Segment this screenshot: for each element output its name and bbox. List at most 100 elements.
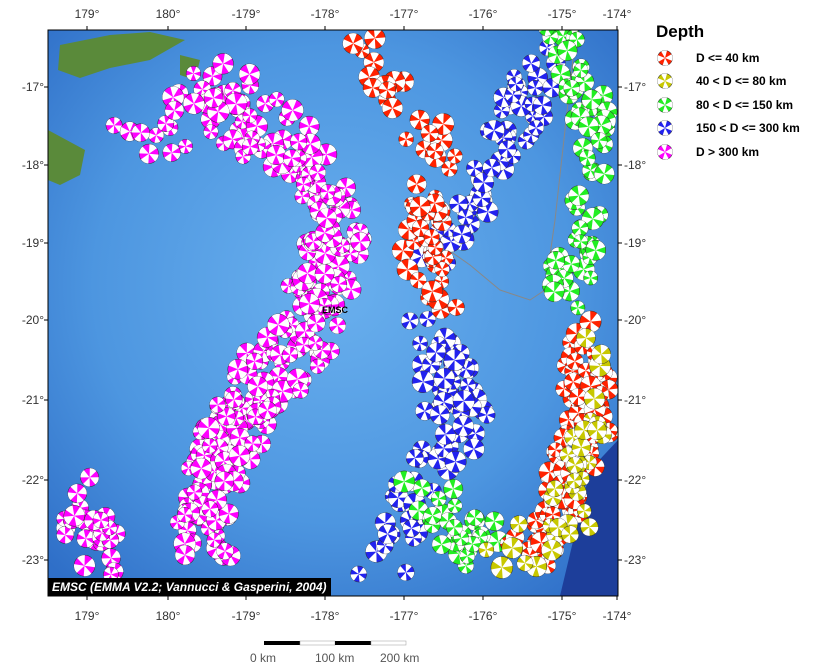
lat-label: -18°	[624, 158, 646, 172]
focal-mechanism-214	[217, 407, 236, 426]
focal-mechanism-403	[478, 406, 496, 424]
legend-label: 80 < D <= 150 km	[696, 97, 794, 112]
focal-mechanism-351	[449, 194, 468, 214]
focal-mechanism-251	[245, 352, 264, 370]
focal-mechanism-355	[508, 76, 524, 92]
beachball-icon	[657, 97, 673, 113]
legend-beachball	[657, 97, 673, 113]
focal-mechanism-387	[460, 377, 476, 393]
beachball-icon	[657, 73, 673, 89]
focal-mechanism-439	[443, 349, 466, 372]
focal-mechanism-729	[510, 515, 528, 533]
focal-mechanism-436	[452, 389, 475, 412]
focal-mechanism-529	[447, 498, 463, 514]
legend-label: D <= 40 km	[696, 50, 760, 65]
lat-label: -20°	[22, 313, 44, 327]
focal-mechanism-485	[568, 185, 590, 206]
focal-mechanism-505	[563, 79, 580, 97]
focal-mechanism-533	[466, 509, 484, 527]
legend-beachball	[657, 144, 673, 160]
focal-mechanism-670	[566, 352, 584, 371]
focal-mechanism-571	[432, 113, 455, 136]
lon-label: -176°	[469, 609, 498, 623]
focal-mechanism-513	[484, 511, 505, 531]
focal-mechanism-592	[382, 97, 403, 119]
focal-mechanism-488	[573, 62, 589, 78]
focal-mechanism-125	[281, 99, 304, 122]
focal-mechanism-219	[247, 376, 269, 397]
focal-mechanism-596	[421, 280, 444, 303]
focal-mechanism-278	[63, 505, 85, 527]
focal-mechanism-504	[582, 161, 599, 179]
focal-mechanism-708	[548, 442, 564, 458]
focal-mechanism-356	[483, 119, 505, 141]
focal-mechanism-432	[452, 415, 474, 437]
focal-mechanism-511	[413, 479, 431, 497]
focal-mechanism-590	[447, 148, 463, 164]
legend-item: D <= 40 km	[656, 46, 800, 70]
focal-mechanism-306	[162, 143, 181, 162]
focal-mechanism-288	[178, 139, 193, 154]
focal-mechanism-259	[241, 138, 259, 156]
focal-mechanism-429	[444, 450, 467, 473]
lat-label: -20°	[624, 313, 646, 327]
focal-mechanism-229	[216, 542, 234, 560]
lon-label: -179°	[232, 609, 261, 623]
lat-label: -18°	[22, 158, 44, 172]
beachball-icon	[657, 144, 673, 160]
focal-mechanism-536	[393, 470, 416, 493]
lon-label: 179°	[75, 7, 100, 21]
focal-mechanism-242	[320, 184, 336, 200]
focal-mechanism-594	[423, 229, 440, 246]
focal-mechanism-254	[329, 317, 346, 334]
focal-mechanism-509	[546, 251, 566, 270]
legend-item: 80 < D <= 150 km	[656, 93, 800, 117]
focal-mechanism-336	[466, 159, 484, 177]
lon-label: 180°	[156, 609, 181, 623]
focal-mechanism-124	[227, 358, 249, 380]
focal-mechanism-591	[406, 174, 427, 194]
focal-mechanism-239	[282, 346, 299, 363]
focal-mechanism-736	[580, 517, 599, 537]
focal-mechanism-160	[206, 532, 222, 548]
focal-mechanism-744	[516, 554, 534, 572]
legend-item: 150 < D <= 300 km	[656, 117, 800, 141]
focal-mechanism-172	[295, 336, 312, 354]
focal-mechanism-246	[228, 445, 251, 467]
focal-mechanism-738	[561, 525, 579, 544]
focal-mechanism-503	[562, 255, 580, 273]
focal-mechanism-743	[587, 420, 607, 441]
beachball-icon	[657, 120, 673, 136]
lon-label: -176°	[469, 7, 498, 21]
focal-mechanism-577	[447, 298, 465, 316]
focal-mechanism-277	[73, 554, 96, 577]
focal-mechanism-399	[350, 565, 367, 583]
focal-mechanism-286	[148, 127, 164, 144]
focal-mechanism-256	[174, 544, 195, 565]
focal-mechanism-217	[244, 435, 261, 452]
focal-mechanism-713	[490, 556, 514, 579]
focal-mechanism-346	[472, 189, 491, 208]
focal-mechanism-364	[498, 140, 517, 159]
focal-mechanism-728	[546, 480, 564, 498]
lat-label: -23°	[624, 553, 646, 567]
lon-label: -177°	[390, 609, 419, 623]
focal-mechanism-230	[224, 92, 248, 115]
focal-mechanism-304	[212, 53, 234, 75]
focal-mechanism-679	[579, 310, 602, 333]
lat-label: -21°	[22, 393, 44, 407]
focal-mechanism-238	[296, 176, 311, 192]
focal-mechanism-255	[307, 335, 323, 351]
focal-mechanism-530	[423, 506, 442, 525]
lat-label: -21°	[624, 393, 646, 407]
focal-mechanism-308	[164, 100, 184, 121]
legend-beachball	[657, 120, 673, 136]
island-vanua-levu	[58, 32, 185, 78]
lon-label: 180°	[156, 7, 181, 21]
focal-mechanism-353	[528, 119, 544, 136]
lon-label: -178°	[311, 7, 340, 21]
lat-label: -19°	[624, 236, 646, 250]
lat-label: -17°	[624, 80, 646, 94]
